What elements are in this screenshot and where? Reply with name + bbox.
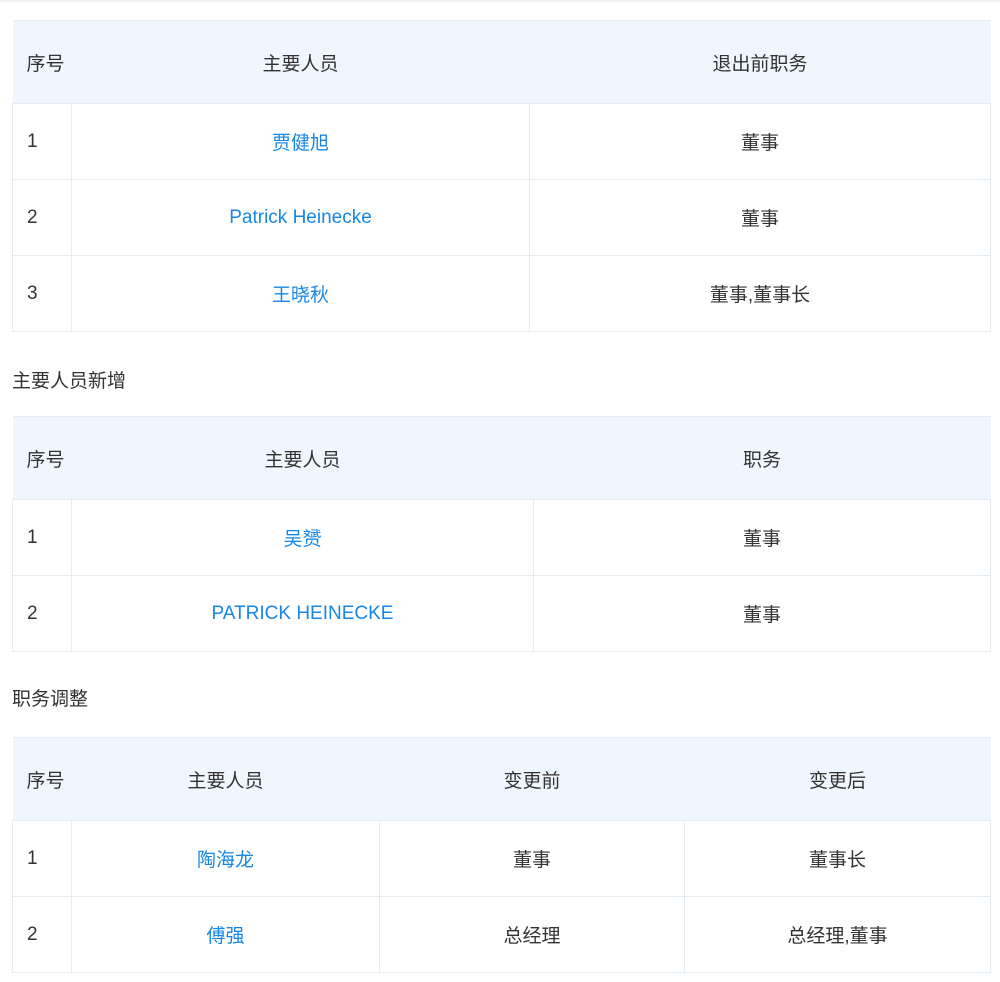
cell: 董事 <box>533 499 991 576</box>
header-row: 序号 主要人员 退出前职务 <box>12 20 991 104</box>
person-link[interactable]: 傅强 <box>206 926 245 947</box>
cell: PATRICK HEINECKE <box>71 575 534 652</box>
header-cell: 序号 <box>12 416 72 500</box>
data-table: 序号 主要人员 变更前 变更后 1 陶海龙 董事 董事长 2 傅强 总经理 总经理,董事 <box>12 737 991 973</box>
index-cell: 2 <box>12 179 72 256</box>
header-cell: 变更后 <box>684 737 991 821</box>
top-divider <box>0 0 1000 2</box>
table-row: 1 贾健旭 董事 <box>12 103 991 180</box>
header-cell: 退出前职务 <box>529 20 991 104</box>
cell: 董事,董事长 <box>529 255 991 332</box>
section-heading: 职务调整 <box>12 689 89 710</box>
header-cell: 主要人员 <box>71 737 380 821</box>
table-row: 2 PATRICK HEINECKE 董事 <box>12 575 991 652</box>
table-row: 3 王晓秋 董事,董事长 <box>12 255 991 332</box>
cell: 董事 <box>529 179 991 256</box>
index-cell: 2 <box>12 896 72 973</box>
header-cell: 变更前 <box>379 737 685 821</box>
table-row: 1 陶海龙 董事 董事长 <box>12 820 991 897</box>
person-link[interactable]: Patrick Heinecke <box>229 206 372 228</box>
cell: 董事 <box>379 820 685 897</box>
cell: 总经理,董事 <box>684 896 991 973</box>
cell: 董事 <box>529 103 991 180</box>
person-link[interactable]: 吴赟 <box>283 529 322 550</box>
person-link[interactable]: 陶海龙 <box>196 850 254 871</box>
person-link[interactable]: 王晓秋 <box>271 285 329 306</box>
index-cell: 2 <box>12 575 72 652</box>
header-cell: 序号 <box>12 20 72 104</box>
header-cell: 职务 <box>533 416 991 500</box>
cell: Patrick Heinecke <box>71 179 530 256</box>
cell: 董事长 <box>684 820 991 897</box>
header-row: 序号 主要人员 职务 <box>12 416 991 500</box>
header-row: 序号 主要人员 变更前 变更后 <box>12 737 991 821</box>
index-cell: 1 <box>12 103 72 180</box>
table-row: 2 Patrick Heinecke 董事 <box>12 179 991 256</box>
section-heading: 主要人员新增 <box>12 371 127 392</box>
cell: 贾健旭 <box>71 103 530 180</box>
person-link[interactable]: 贾健旭 <box>271 133 329 154</box>
cell: 傅强 <box>71 896 380 973</box>
header-cell: 主要人员 <box>71 416 534 500</box>
header-cell: 主要人员 <box>71 20 530 104</box>
table-row: 2 傅强 总经理 总经理,董事 <box>12 896 991 973</box>
header-cell: 序号 <box>12 737 72 821</box>
cell: 总经理 <box>379 896 685 973</box>
index-cell: 3 <box>12 255 72 332</box>
data-table: 序号 主要人员 职务 1 吴赟 董事 2 PATRICK HEINECKE 董事 <box>12 416 991 652</box>
table-row: 1 吴赟 董事 <box>12 499 991 576</box>
cell: 王晓秋 <box>71 255 530 332</box>
cell: 吴赟 <box>71 499 534 576</box>
person-link[interactable]: PATRICK HEINECKE <box>211 602 394 624</box>
index-cell: 1 <box>12 820 72 897</box>
cell: 陶海龙 <box>71 820 380 897</box>
data-table: 序号 主要人员 退出前职务 1 贾健旭 董事 2 Patrick Heinecke 董事 3 王晓秋… <box>12 20 991 332</box>
index-cell: 1 <box>12 499 72 576</box>
cell: 董事 <box>533 575 991 652</box>
